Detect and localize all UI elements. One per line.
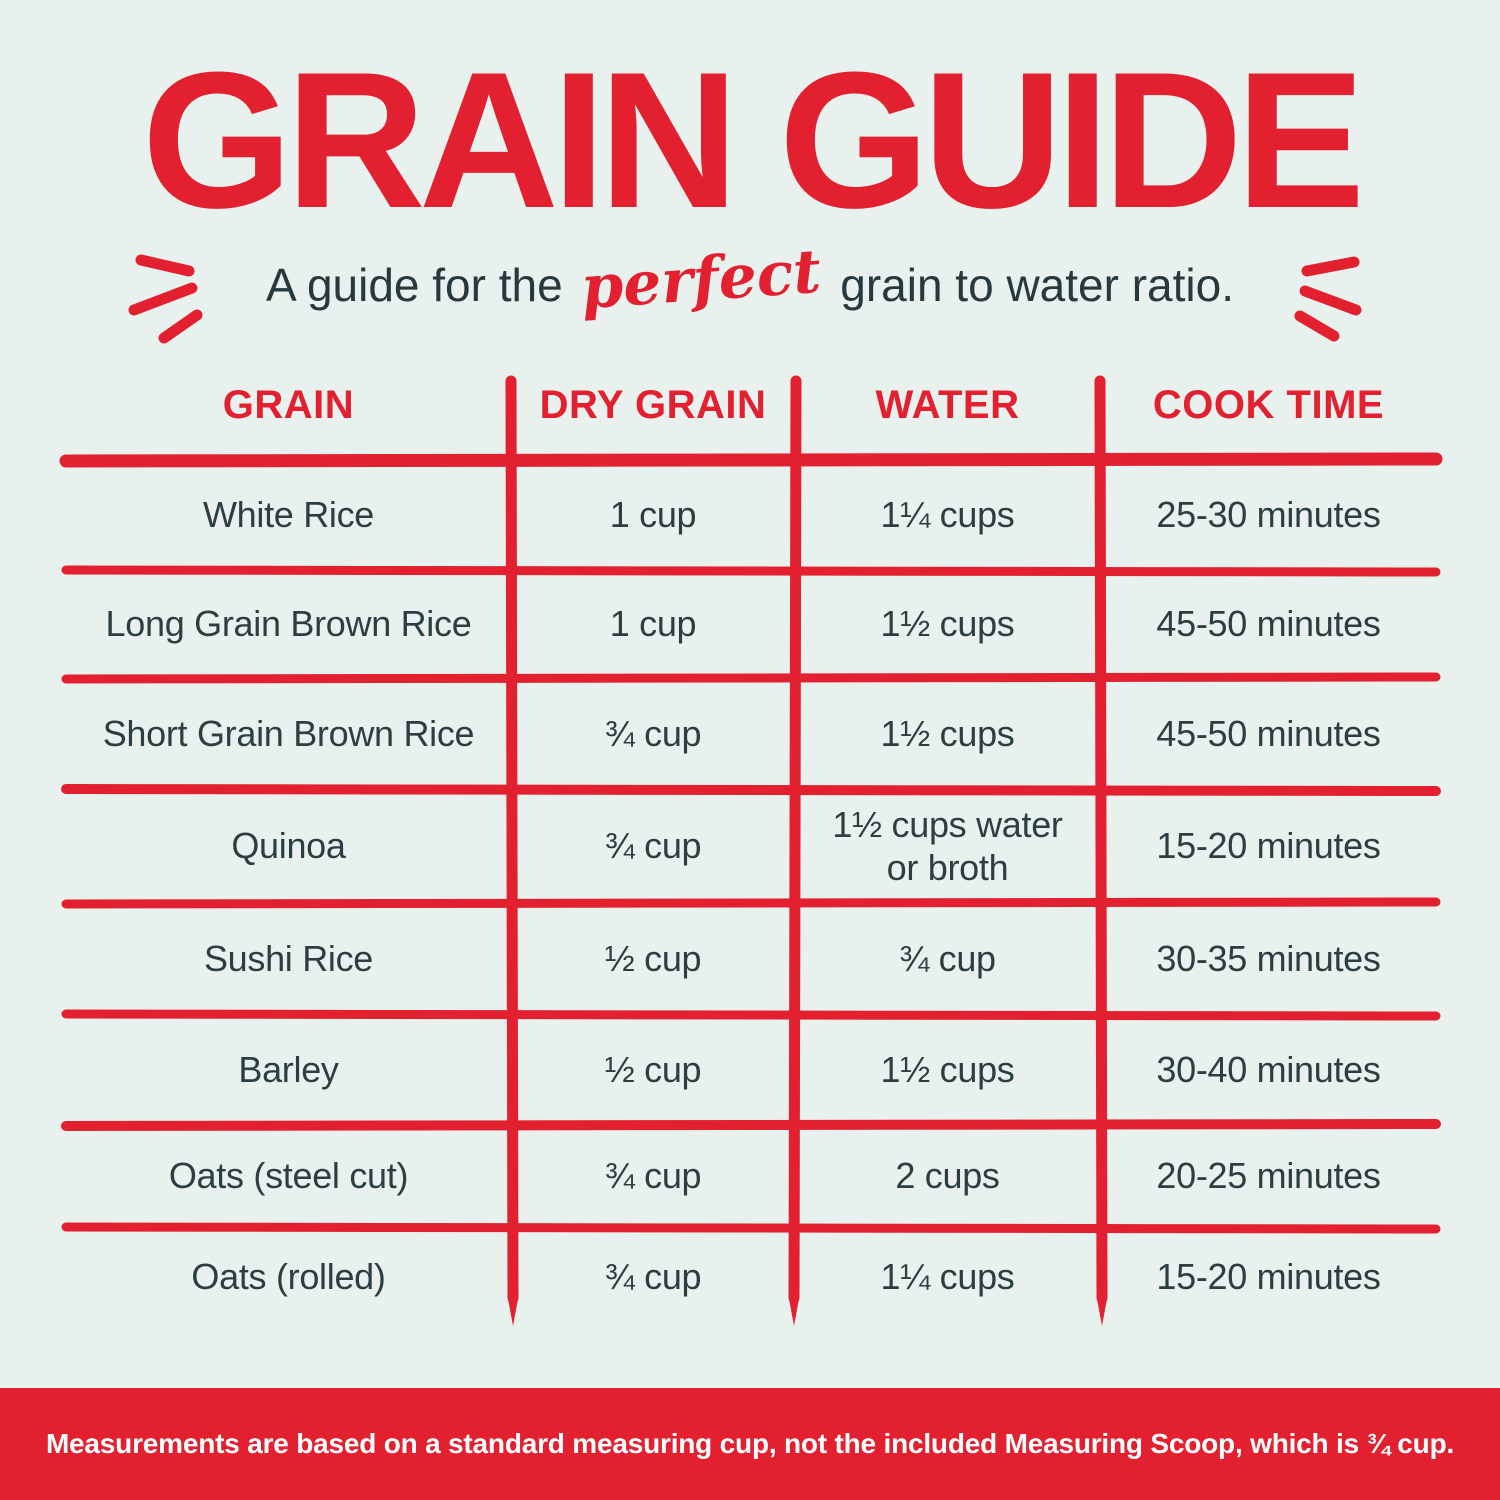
cell-dry-grain: ¾ cup (604, 1255, 702, 1297)
cell-grain: Short Grain Brown Rice (102, 712, 475, 754)
page-title: GRAIN GUIDE (141, 32, 1365, 249)
footer-note-text: Measurements are based on a standard mea… (45, 1428, 1455, 1459)
grain-table: GRAIN DRY GRAIN WATER COOK TIME White Ri… (66, 378, 1437, 1327)
cell-cook-time: 30-40 minutes (1156, 1048, 1381, 1090)
cell-cook-time: 25-30 minutes (1156, 493, 1381, 535)
subtitle-accent-word: perfect (579, 236, 824, 324)
column-header-cook-time: COOK TIME (1152, 383, 1385, 428)
column-header-dry-grain: DRY GRAIN (539, 383, 767, 428)
cell-cook-time: 20-25 minutes (1156, 1154, 1381, 1196)
cell-grain: Oats (steel cut) (168, 1154, 409, 1196)
cell-dry-grain: ¾ cup (604, 712, 702, 754)
cell-water: 1¼ cups (880, 493, 1015, 535)
cell-water: 1½ cups water or broth (832, 804, 1063, 888)
cell-grain: Barley (238, 1048, 339, 1090)
emphasis-lines-left-icon (128, 254, 203, 344)
cell-grain: Quinoa (231, 825, 346, 867)
cell-cook-time: 15-20 minutes (1156, 825, 1381, 867)
subtitle-text-after: grain to water ratio. (827, 259, 1234, 311)
cell-dry-grain: ½ cup (604, 1048, 702, 1090)
cell-cook-time: 15-20 minutes (1156, 1255, 1381, 1297)
cell-grain: White Rice (202, 493, 375, 535)
cell-grain: Sushi Rice (203, 937, 374, 979)
cell-water: 1½ cups (880, 1048, 1015, 1090)
cell-cook-time: 45-50 minutes (1156, 712, 1381, 754)
cell-grain: Oats (rolled) (191, 1255, 386, 1297)
cell-dry-grain: ¾ cup (604, 1154, 702, 1196)
cell-water: 2 cups (895, 1154, 1000, 1196)
cell-dry-grain: 1 cup (609, 602, 697, 644)
subtitle: A guide for the perfect grain to water r… (0, 236, 1500, 330)
column-header-water: WATER (875, 383, 1020, 428)
cell-dry-grain: ¾ cup (604, 825, 702, 867)
cell-water: 1½ cups (880, 602, 1015, 644)
subtitle-text-before: A guide for the (266, 259, 576, 311)
emphasis-lines-right-icon (1294, 256, 1362, 342)
cell-dry-grain: 1 cup (609, 493, 697, 535)
cell-water: 1½ cups (880, 712, 1015, 754)
cell-cook-time: 30-35 minutes (1156, 937, 1381, 979)
cell-cook-time: 45-50 minutes (1156, 602, 1381, 644)
cell-water: ¾ cup (899, 937, 996, 979)
cell-grain: Long Grain Brown Rice (105, 602, 472, 644)
cell-water: 1¼ cups (880, 1255, 1015, 1297)
column-header-grain: GRAIN (222, 383, 355, 428)
footer-note-bar: Measurements are based on a standard mea… (0, 1388, 1500, 1500)
cell-dry-grain: ½ cup (604, 937, 702, 979)
